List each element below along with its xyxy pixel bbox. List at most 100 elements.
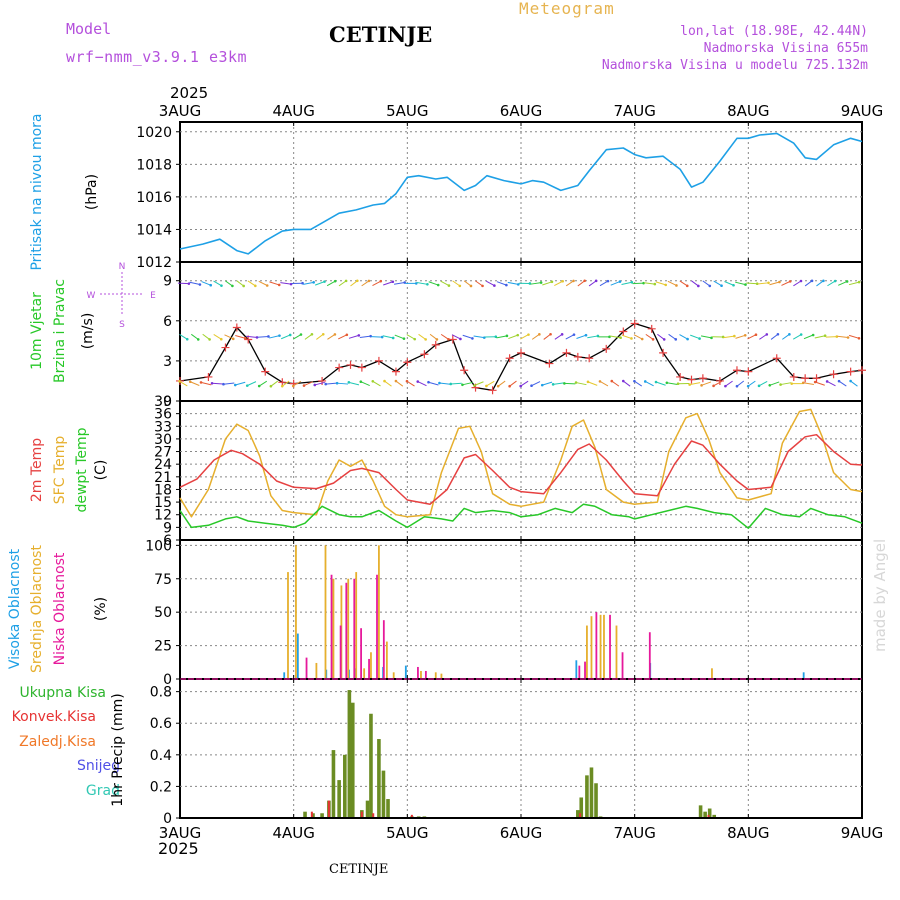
wind-speed-marker xyxy=(431,340,440,349)
wind-arrow xyxy=(360,381,370,387)
wind-arrow xyxy=(395,380,404,387)
wind-arrow xyxy=(394,334,405,340)
y-tick-label: 24 xyxy=(154,457,172,473)
x-tick-label-bottom: 3AUG xyxy=(159,824,201,842)
wind-arrow-head xyxy=(527,333,530,336)
precip-bar xyxy=(589,767,594,817)
wind-speed-marker xyxy=(346,360,355,369)
precip-bar xyxy=(369,713,373,817)
wind-arrow xyxy=(384,380,392,387)
wind-arrow xyxy=(246,335,258,338)
wind-arrow-head xyxy=(493,284,496,287)
y-tick-label: 0.2 xyxy=(150,779,172,795)
wind-arrow-head xyxy=(481,284,484,288)
wind-arrow xyxy=(577,280,585,287)
wind-arrow xyxy=(348,381,360,386)
wind-speed-marker xyxy=(789,372,798,381)
wind-arrow-head xyxy=(754,333,758,337)
wind-arrow xyxy=(462,334,473,339)
x-tick-label-top: 7AUG xyxy=(613,102,655,120)
wind-arrow-head xyxy=(776,332,780,336)
y-tick-label: 50 xyxy=(154,605,172,621)
wind-arrow-head xyxy=(594,279,598,283)
cloud-bar xyxy=(363,668,366,678)
wind-arrow xyxy=(191,333,199,340)
x-tick-label-bottom: 8AUG xyxy=(727,824,769,842)
wind-arrow xyxy=(235,334,246,339)
wind-arrow-head xyxy=(485,384,488,388)
wind-arrow xyxy=(292,334,302,340)
wind-speed-marker xyxy=(488,386,497,395)
wind-arrow xyxy=(825,336,837,338)
wind-arrow xyxy=(690,334,700,340)
wind-arrow-head xyxy=(619,336,622,340)
wind-arrow-head xyxy=(313,383,317,387)
wind-arrow-head xyxy=(245,384,249,387)
wind-arrow-head xyxy=(550,280,554,284)
wind-speed-marker xyxy=(573,352,582,361)
precip-bar xyxy=(594,783,598,817)
compass-label: E xyxy=(150,291,156,301)
wind-arrow-head xyxy=(746,384,750,388)
wind-arrow-head xyxy=(323,280,326,283)
wind-arrow xyxy=(621,334,632,339)
model-name: wrf−nmm_v3.9.1 e3km xyxy=(66,48,248,66)
wind-arrow-head xyxy=(630,337,633,340)
wind-speed-marker xyxy=(391,367,400,376)
wind-arrow-head xyxy=(825,380,829,383)
wind-arrow-head xyxy=(394,379,398,383)
wind-unit-label: (m/s) xyxy=(80,312,96,350)
wind-arrow-head xyxy=(269,384,273,388)
wind-arrow-head xyxy=(277,283,281,287)
wind-arrow xyxy=(520,380,529,387)
y-tick-label: 25 xyxy=(154,639,172,655)
wind-speed-marker xyxy=(772,354,781,363)
wind-arrow-head xyxy=(185,337,189,341)
wind-arrow-head xyxy=(630,280,634,284)
wind-arrow-head xyxy=(735,384,739,388)
wind-arrow-head xyxy=(321,332,325,336)
wind-arrow xyxy=(609,335,621,339)
wind-arrow xyxy=(416,281,428,285)
y-tick-label: 0 xyxy=(163,394,172,410)
y-tick-label: 75 xyxy=(154,572,172,588)
wind-arrow-head xyxy=(837,379,841,383)
y-tick-label: 30 xyxy=(154,432,172,448)
wind-arrow-head xyxy=(813,380,817,384)
precip-bar xyxy=(365,800,370,817)
wind-arrow xyxy=(587,381,598,386)
cloud-bar xyxy=(305,657,308,678)
wind-speed-marker xyxy=(676,372,685,381)
precip-bar xyxy=(347,690,352,817)
wind-arrow xyxy=(531,381,541,387)
wind-arrow xyxy=(316,333,324,340)
wind-arrow-head xyxy=(371,379,375,383)
wind-arrow-head xyxy=(551,383,555,386)
wind-arrow-head xyxy=(508,384,511,388)
precip-bar xyxy=(598,816,603,817)
precip-legend-item: Snijeg xyxy=(76,758,120,774)
y-tick-label: 1016 xyxy=(136,190,172,206)
precip-bar xyxy=(320,813,324,817)
wind-arrow xyxy=(382,335,394,339)
high-cloud-axis-title: Visoka Oblacnost xyxy=(7,548,23,670)
pressure-axis-title: Pritisak na nivou mora xyxy=(29,113,45,271)
wind-arrow xyxy=(327,334,336,340)
y-tick-label: 21 xyxy=(154,470,172,486)
wind-arrow xyxy=(838,280,848,286)
cloud-bar xyxy=(603,614,605,678)
wind-arrow xyxy=(440,333,449,340)
wind-arrow xyxy=(486,380,495,387)
mid-cloud-axis-title: Srednja Oblacnost xyxy=(29,545,45,673)
wind-arrow-head xyxy=(519,384,523,388)
wind-arrow xyxy=(736,380,745,387)
wind-speed-marker xyxy=(585,354,594,363)
wind-arrow-head xyxy=(799,333,803,336)
wind-arrow xyxy=(280,282,292,285)
wind-arrow xyxy=(611,380,620,387)
y-tick-label: 9 xyxy=(163,520,172,536)
precip-legend-item: Konvek.Kisa xyxy=(11,709,96,725)
wind-arrow-head xyxy=(469,284,473,288)
y-tick-label: 18 xyxy=(154,482,172,498)
wind-arrow-head xyxy=(209,283,213,287)
